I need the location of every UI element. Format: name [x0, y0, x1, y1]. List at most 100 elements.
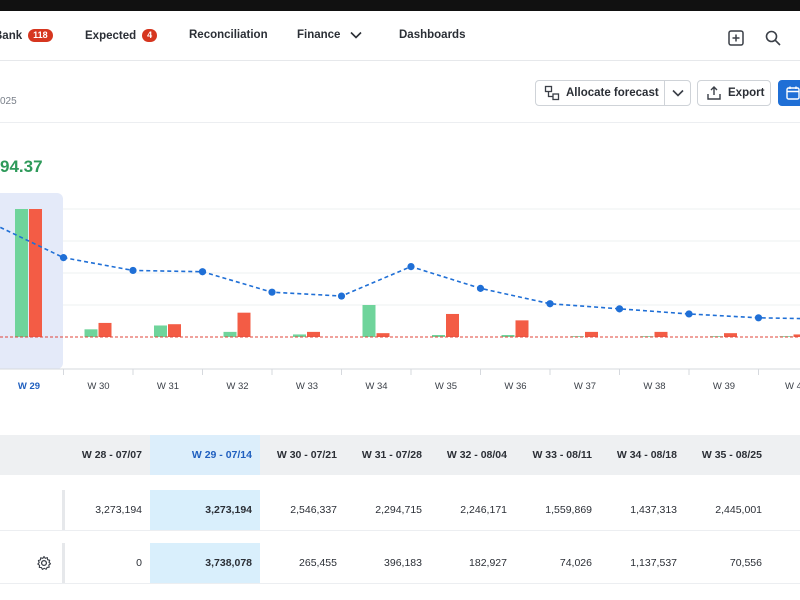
bar-red-W39 [724, 333, 737, 337]
table-cell[interactable]: 1,559,869 [545, 504, 592, 516]
chevron-down-icon[interactable] [672, 89, 684, 97]
table-cell[interactable]: 3,273,194 [150, 490, 260, 530]
bar-red-W29 [29, 209, 42, 337]
column-header[interactable]: W 31 - 07/28 [361, 449, 422, 461]
trend-point [337, 292, 346, 300]
nav-item-finance[interactable]: Finance [297, 29, 363, 41]
nav-item-label: Reconciliation [189, 29, 268, 41]
bar-red-W33 [307, 331, 320, 337]
trend-point [59, 254, 68, 262]
x-tick-label: W 34 [365, 381, 387, 392]
trend-point [685, 310, 693, 318]
table-cell[interactable]: 3,273,194 [95, 504, 142, 516]
bar-green-W31 [154, 325, 167, 337]
trend-point [754, 314, 763, 322]
nav-item-expected[interactable]: Expected 4 [85, 29, 158, 42]
column-header[interactable]: W 35 - 08/25 [701, 449, 762, 461]
table-cell[interactable]: 74,026 [559, 557, 592, 569]
x-tick-label: W 31 [157, 381, 179, 392]
calendar-icon [786, 86, 800, 100]
table-row: 3,273,194 3,273,194 2,546,337 2,294,715 2,24… [0, 490, 800, 531]
bar-green-W36 [501, 335, 515, 337]
bar-red-W30 [98, 322, 112, 337]
table-cell[interactable]: 0 [136, 557, 142, 569]
trend-point [615, 305, 624, 313]
table-cell[interactable]: 396,183 [384, 557, 422, 569]
nav-item-label: Expected [85, 29, 137, 42]
add-square-icon[interactable] [727, 29, 745, 47]
column-header[interactable]: W 33 - 08/11 [532, 449, 592, 461]
table-cell[interactable]: 2,445,001 [715, 504, 762, 516]
x-tick-label: W 30 [87, 381, 109, 392]
nav-item-reconciliation[interactable]: Reconciliation [189, 29, 268, 41]
allocate-forecast-label: Allocate forecast [566, 87, 659, 99]
bar-red-W34 [376, 333, 390, 337]
table-cell[interactable]: 2,546,337 [290, 504, 337, 516]
table-cell[interactable]: 265,455 [299, 557, 337, 569]
table-cell[interactable]: 1,437,313 [630, 504, 677, 516]
x-tick-label: W 33 [296, 381, 318, 392]
allocate-icon [544, 85, 560, 101]
x-tick-label: W 39 [713, 381, 735, 392]
column-header[interactable]: W 28 - 07/07 [81, 449, 142, 461]
table-cell[interactable]: 1,137,537 [630, 557, 677, 569]
x-tick-label: W 38 [643, 381, 665, 392]
column-header[interactable]: W 29 - 07/14 [150, 435, 260, 475]
bar-red-W37 [585, 331, 598, 337]
table-cell[interactable]: 70,556 [729, 557, 762, 569]
x-tick-label: W 32 [226, 381, 248, 392]
chevron-down-icon [350, 31, 363, 39]
x-tick-label: W 4 [785, 381, 800, 392]
bar-red-W36 [515, 320, 529, 337]
export-button[interactable]: Export [697, 80, 771, 106]
bar-green-W35 [432, 335, 445, 337]
bar-red-W31 [168, 324, 181, 337]
table-cell[interactable]: 182,927 [469, 557, 507, 569]
nav-item-label: Bank [0, 29, 23, 42]
column-header[interactable]: W 34 - 08/18 [616, 449, 677, 461]
trend-point [198, 268, 207, 276]
nav-item-label: Dashboards [399, 29, 466, 41]
bar-red-W4 [793, 334, 800, 337]
search-icon[interactable] [764, 29, 782, 47]
bar-green-W34 [362, 305, 376, 337]
trend-point [476, 284, 485, 292]
total-amount: 94.37 [0, 157, 43, 176]
bar-red-W32 [237, 312, 251, 337]
top-navigation: Bank 118 Expected 4 Reconciliation Finan… [0, 11, 800, 61]
column-header[interactable]: W 32 - 08/04 [446, 449, 507, 461]
x-tick-label: W 35 [435, 381, 457, 392]
column-separator [62, 490, 65, 530]
column-separator [62, 543, 65, 583]
bar-red-W38 [654, 331, 668, 337]
bar-green-W30 [84, 329, 98, 337]
count-badge: 118 [28, 29, 53, 42]
nav-item-label: Finance [297, 29, 341, 41]
allocate-forecast-button[interactable]: Allocate forecast [535, 80, 691, 106]
table-cell[interactable]: 2,294,715 [375, 504, 422, 516]
table-cell[interactable]: 2,246,171 [460, 504, 507, 516]
x-tick-label: W 29 [18, 381, 40, 392]
bar-green-W33 [293, 334, 306, 337]
section-divider [0, 122, 800, 123]
trend-point [546, 300, 554, 308]
table-cell[interactable]: 3,738,078 [150, 543, 260, 583]
column-header[interactable]: W 30 - 07/21 [276, 449, 337, 461]
forecast-table: W 28 - 07/07 W 29 - 07/14 W 30 - 07/21 W 31… [0, 415, 800, 600]
x-tick-label: W 37 [574, 381, 596, 392]
table-row: 0 3,738,078 265,455 396,183 182,927 74,026 1,1… [0, 543, 800, 584]
bar-green-W32 [223, 331, 237, 337]
split-divider [664, 81, 665, 105]
export-label: Export [728, 87, 765, 99]
nav-item-dashboards[interactable]: Dashboards [399, 29, 465, 41]
nav-item-bank[interactable]: Bank 118 [0, 29, 53, 42]
export-icon [707, 86, 721, 100]
calendar-button[interactable] [778, 80, 800, 106]
forecast-chart: W 29 W 30 W 31 W 32 W 33 W 34 W 35 W 36 W 37 W 38… [0, 193, 800, 392]
x-tick-label: W 36 [504, 381, 526, 392]
trend-point [129, 266, 137, 275]
trend-point [407, 263, 415, 271]
table-header-row: W 28 - 07/07 W 29 - 07/14 W 30 - 07/21 W 31… [0, 435, 800, 475]
count-badge: 4 [142, 29, 158, 42]
gear-icon[interactable] [36, 555, 52, 571]
